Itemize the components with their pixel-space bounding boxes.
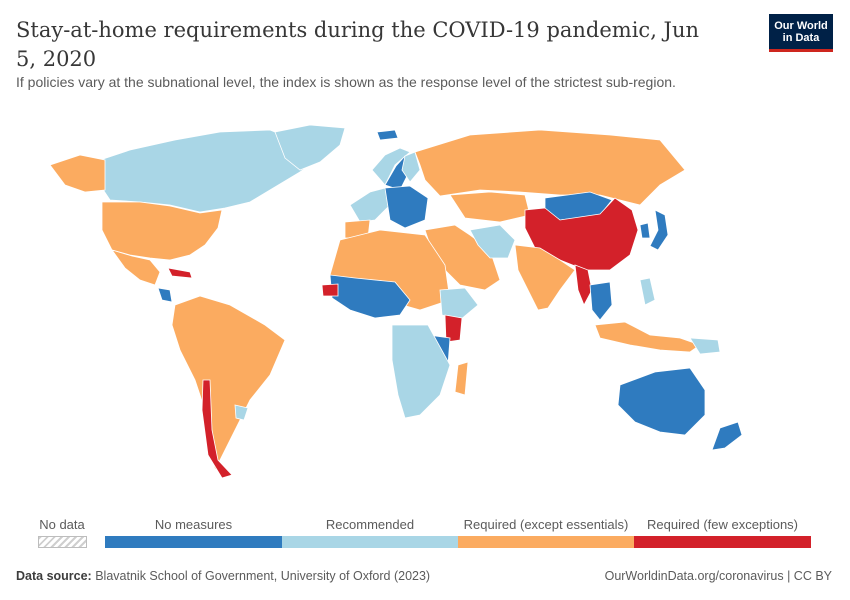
region-cuba[interactable] bbox=[167, 267, 193, 279]
region-japan[interactable] bbox=[649, 209, 669, 251]
region-kenya[interactable] bbox=[444, 314, 463, 343]
legend-label-no-measures: No measures bbox=[154, 517, 233, 532]
region-kazakhstan[interactable] bbox=[449, 191, 531, 223]
region-uruguay[interactable] bbox=[234, 404, 249, 421]
legend-swatch-recommended[interactable] bbox=[282, 536, 458, 548]
chart-title: Stay-at-home requirements during the COV… bbox=[16, 18, 700, 71]
region-alaska[interactable] bbox=[49, 154, 106, 193]
region-india[interactable] bbox=[514, 244, 576, 311]
data-source: Data source: Blavatnik School of Governm… bbox=[16, 569, 430, 583]
region-nicaragua[interactable] bbox=[157, 287, 173, 303]
region-central-europe[interactable] bbox=[384, 185, 429, 229]
region-western-europe[interactable] bbox=[349, 187, 391, 223]
legend-swatch-required-few[interactable] bbox=[634, 536, 811, 548]
legend-swatch-required-except[interactable] bbox=[458, 536, 634, 548]
region-new-zealand[interactable] bbox=[711, 421, 743, 451]
region-west-africa[interactable] bbox=[329, 274, 411, 319]
region-canada[interactable] bbox=[99, 129, 321, 213]
region-mexico[interactable] bbox=[110, 249, 161, 286]
logo-line-1: Our World bbox=[774, 19, 828, 32]
legend-label-recommended: Recommended bbox=[325, 517, 415, 532]
region-myanmar[interactable] bbox=[574, 264, 593, 306]
region-finland[interactable] bbox=[401, 151, 421, 183]
region-chile[interactable] bbox=[201, 379, 233, 479]
chart-subtitle: If policies vary at the subnational leve… bbox=[16, 74, 676, 90]
logo-line-2: in Data bbox=[782, 31, 820, 44]
region-indonesia[interactable] bbox=[594, 321, 701, 353]
region-iran[interactable] bbox=[469, 224, 516, 259]
region-senegal[interactable] bbox=[321, 283, 339, 297]
region-russia[interactable] bbox=[414, 129, 686, 206]
legend-swatch-no-data[interactable] bbox=[38, 536, 87, 548]
owid-logo[interactable]: Our World in Data bbox=[769, 14, 833, 52]
region-madagascar[interactable] bbox=[454, 361, 469, 396]
region-south-korea[interactable] bbox=[639, 222, 651, 239]
region-papua-new-guinea[interactable] bbox=[689, 337, 721, 355]
region-southern-africa[interactable] bbox=[391, 324, 451, 419]
legend-label-no-data: No data bbox=[39, 517, 85, 532]
region-thailand[interactable] bbox=[589, 281, 613, 321]
region-australia[interactable] bbox=[617, 367, 706, 436]
region-ethiopia[interactable] bbox=[439, 287, 479, 321]
data-source-text: Blavatnik School of Government, Universi… bbox=[95, 569, 431, 583]
footer-link[interactable]: OurWorldinData.org/coronavirus | CC BY bbox=[604, 569, 832, 583]
legend: No data No measures Recommended Required… bbox=[0, 512, 850, 552]
region-greenland[interactable] bbox=[274, 124, 346, 171]
world-map-svg bbox=[49, 124, 743, 479]
world-map bbox=[0, 110, 850, 510]
legend-swatch-no-measures[interactable] bbox=[105, 536, 282, 548]
legend-label-required-few: Required (few exceptions) bbox=[646, 517, 799, 532]
region-iceland[interactable] bbox=[376, 129, 399, 141]
region-philippines[interactable] bbox=[639, 277, 656, 306]
legend-label-required-except: Required (except essentials) bbox=[463, 517, 629, 532]
region-south-america[interactable] bbox=[171, 295, 286, 472]
data-source-label: Data source: bbox=[16, 569, 92, 583]
